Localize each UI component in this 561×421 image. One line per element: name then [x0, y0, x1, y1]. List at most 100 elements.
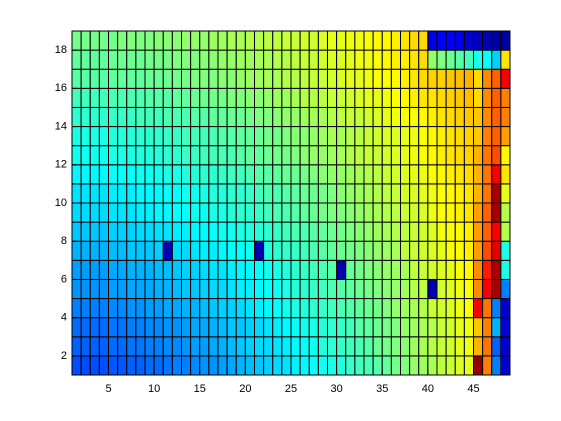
- cell: [199, 164, 210, 185]
- cell: [126, 355, 137, 376]
- cell: [98, 87, 109, 108]
- cell: [463, 145, 474, 166]
- cell: [363, 68, 374, 89]
- cell: [336, 298, 347, 319]
- cell: [299, 240, 310, 261]
- cell: [381, 30, 392, 51]
- cell: [363, 221, 374, 242]
- cell: [98, 145, 109, 166]
- cell: [372, 336, 383, 357]
- cell: [171, 202, 182, 223]
- cell: [263, 202, 274, 223]
- cell: [436, 145, 447, 166]
- cell: [89, 183, 100, 204]
- cell: [153, 202, 164, 223]
- cell: [336, 221, 347, 242]
- cell: [482, 278, 493, 300]
- cell: [244, 126, 255, 147]
- cell: [162, 240, 173, 261]
- cell: [317, 68, 328, 89]
- y-tick-label: 4: [61, 312, 67, 324]
- cell: [117, 259, 128, 280]
- cell: [226, 183, 237, 204]
- cell: [89, 221, 100, 242]
- y-tick-label: 18: [55, 44, 67, 56]
- cell: [89, 68, 100, 89]
- cell: [354, 164, 365, 185]
- cell: [427, 106, 438, 128]
- cell: [317, 145, 328, 166]
- cell: [108, 202, 119, 223]
- cell: [500, 221, 511, 242]
- cell: [171, 317, 182, 338]
- x-tick-label: 35: [376, 383, 388, 395]
- cell: [327, 240, 338, 261]
- cell: [98, 355, 109, 376]
- cell: [98, 164, 109, 185]
- cell: [454, 164, 465, 185]
- cell: [327, 336, 338, 357]
- cell: [208, 221, 219, 242]
- cell: [80, 298, 91, 319]
- cell: [299, 68, 310, 89]
- cell: [308, 106, 319, 128]
- cell: [171, 106, 182, 128]
- cell: [363, 145, 374, 166]
- cell: [390, 278, 401, 300]
- cell: [208, 68, 219, 89]
- cell: [153, 298, 164, 319]
- cell: [463, 240, 474, 261]
- cell: [363, 202, 374, 223]
- cell: [482, 30, 493, 51]
- cell: [327, 126, 338, 147]
- cell: [299, 30, 310, 51]
- cell: [126, 278, 137, 300]
- cell: [226, 317, 237, 338]
- cell: [436, 30, 447, 51]
- cell: [254, 259, 265, 280]
- cell: [381, 87, 392, 108]
- cell: [409, 298, 420, 319]
- cell: [190, 106, 201, 128]
- cell: [71, 183, 82, 204]
- cell: [98, 68, 109, 89]
- cell: [108, 164, 119, 185]
- cell: [171, 87, 182, 108]
- cell: [454, 259, 465, 280]
- cell: [400, 30, 411, 51]
- cell: [290, 164, 301, 185]
- cell: [491, 259, 502, 280]
- cell: [235, 164, 246, 185]
- cell: [89, 259, 100, 280]
- cell: [390, 259, 401, 280]
- cell: [336, 183, 347, 204]
- cell: [117, 240, 128, 261]
- cell: [336, 259, 347, 280]
- cell: [153, 317, 164, 338]
- cell: [217, 221, 228, 242]
- cell: [400, 355, 411, 376]
- cell: [263, 317, 274, 338]
- cell: [381, 68, 392, 89]
- cell: [199, 221, 210, 242]
- cell: [135, 126, 146, 147]
- cell: [108, 240, 119, 261]
- cell: [226, 30, 237, 51]
- cell: [354, 68, 365, 89]
- cell: [244, 336, 255, 357]
- cell: [336, 317, 347, 338]
- cell: [308, 87, 319, 108]
- cell: [363, 49, 374, 70]
- cell: [153, 68, 164, 89]
- cell: [208, 202, 219, 223]
- cell: [98, 49, 109, 70]
- cell: [226, 278, 237, 300]
- x-tick-label: 10: [148, 383, 160, 395]
- cell: [80, 221, 91, 242]
- cell: [409, 68, 420, 89]
- cell: [272, 278, 283, 300]
- cell: [80, 145, 91, 166]
- cell: [98, 221, 109, 242]
- cell: [427, 49, 438, 70]
- cell: [363, 278, 374, 300]
